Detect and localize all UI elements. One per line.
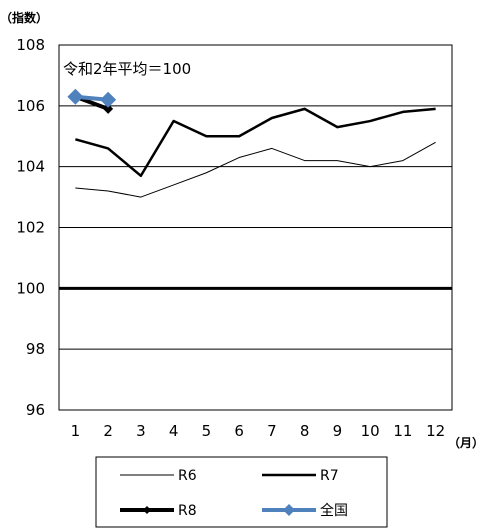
x-tick-label: 9	[333, 422, 343, 440]
y-axis-label: （指数）	[0, 10, 48, 25]
x-tick-label: 4	[169, 422, 179, 440]
legend-marker	[143, 506, 151, 514]
x-tick-label: 2	[103, 422, 113, 440]
data-point	[67, 88, 84, 105]
data-point	[100, 91, 117, 108]
x-tick-label: 11	[393, 422, 412, 440]
x-tick-labels: 1 2 3 4 5 6 7 8 9 10 11 12	[71, 422, 446, 440]
legend-label: R6	[178, 468, 197, 484]
legend-box	[95, 456, 388, 528]
gridlines	[59, 105, 452, 350]
data-point	[103, 103, 114, 114]
y-tick-label: 102	[16, 219, 45, 237]
x-tick-label: 12	[426, 422, 445, 440]
legend-label: 全国	[320, 502, 348, 519]
legend-label: R7	[320, 468, 339, 484]
x-tick-label: 3	[136, 422, 146, 440]
y-tick-label: 100	[16, 279, 45, 297]
y-tick-labels: 96 98 100 102 104 106 108	[16, 36, 45, 419]
y-tick-label: 106	[16, 97, 45, 115]
series-group	[67, 88, 436, 198]
x-tick-label: 1	[71, 422, 81, 440]
x-tick-label: 8	[300, 422, 310, 440]
y-tick-label: 96	[26, 401, 45, 419]
legend-marker	[283, 504, 295, 516]
x-tick-label: 10	[361, 422, 380, 440]
plot-area-border	[58, 44, 453, 411]
x-tick-label: 6	[234, 422, 244, 440]
series-line-1	[75, 141, 436, 198]
x-tick-label: 5	[202, 422, 212, 440]
y-tick-label: 104	[16, 158, 45, 176]
legend-label: R8	[178, 503, 197, 519]
y-tick-label: 108	[16, 36, 45, 54]
y-tick-label: 98	[26, 340, 45, 358]
x-axis-label: （月）	[448, 435, 478, 450]
legend: R6 R7 R8 全国	[95, 456, 388, 528]
chart-annotation: 令和2年平均＝100	[63, 60, 191, 78]
series-line-2	[75, 107, 436, 178]
x-tick-label: 7	[267, 422, 277, 440]
